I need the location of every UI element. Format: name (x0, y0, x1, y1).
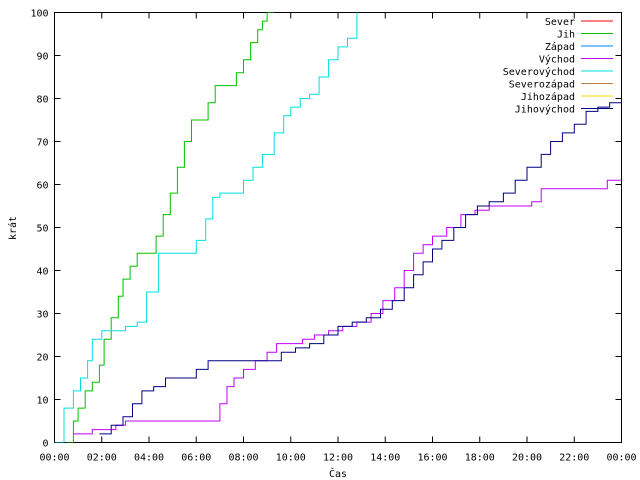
x-tick-label: 14:00 (370, 453, 400, 464)
series-line-jih (66, 12, 275, 443)
legend-label-severozapad: Severozápad (509, 79, 575, 91)
y-tick-label: 80 (36, 95, 48, 106)
y-axis: 0 10 20 30 40 50 60 70 80 90 100 (30, 9, 622, 450)
y-tick-label: 20 (36, 353, 48, 364)
x-tick-label: 16:00 (417, 453, 447, 464)
y-tick-label: 30 (36, 310, 48, 321)
series-line-vychod (73, 179, 622, 435)
x-tick-label: 04:00 (134, 453, 164, 464)
series-line-jihovychod (99, 98, 622, 435)
legend-label-vychod: Východ (539, 54, 575, 66)
x-axis: 00:00 02:00 04:00 06:00 08:00 10:00 12:00 14:00… (39, 12, 637, 464)
legend-label-severovychod: Severovýchod (503, 66, 575, 78)
y-tick-label: 100 (30, 9, 48, 20)
y-tick-label: 50 (36, 224, 48, 235)
legend-label-jih: Jih (557, 30, 575, 41)
x-tick-label: 02:00 (87, 453, 117, 464)
x-tick-label: 06:00 (181, 453, 211, 464)
series-line-severovychod (54, 12, 358, 443)
legend-label-jihozapad: Jihozápad (521, 91, 575, 103)
y-tick-label: 60 (36, 181, 48, 192)
x-tick-label: 20:00 (512, 453, 542, 464)
y-tick-label: 10 (36, 396, 48, 407)
legend-label-jihovychod: Jihovýchod (515, 104, 575, 116)
y-axis-title: krát (7, 216, 19, 240)
y-tick-label: 0 (42, 439, 48, 450)
x-tick-label: 00:00 (39, 453, 69, 464)
legend-label-zapad: Západ (545, 41, 575, 53)
series-layer (54, 12, 622, 443)
y-tick-label: 90 (36, 52, 48, 63)
y-tick-label: 70 (36, 138, 48, 149)
x-tick-label: 22:00 (559, 453, 589, 464)
x-tick-label: 00:00 (606, 453, 636, 464)
legend-label-sever: Sever (545, 17, 575, 28)
x-tick-label: 08:00 (228, 453, 258, 464)
x-tick-label: 18:00 (465, 453, 495, 464)
x-axis-title: Čas (329, 467, 347, 480)
y-tick-label: 40 (36, 267, 48, 278)
legend: Sever JihZápadVýchodSeverovýchodSeverozáp… (503, 17, 613, 116)
x-tick-label: 12:00 (323, 453, 353, 464)
x-tick-label: 10:00 (276, 453, 306, 464)
